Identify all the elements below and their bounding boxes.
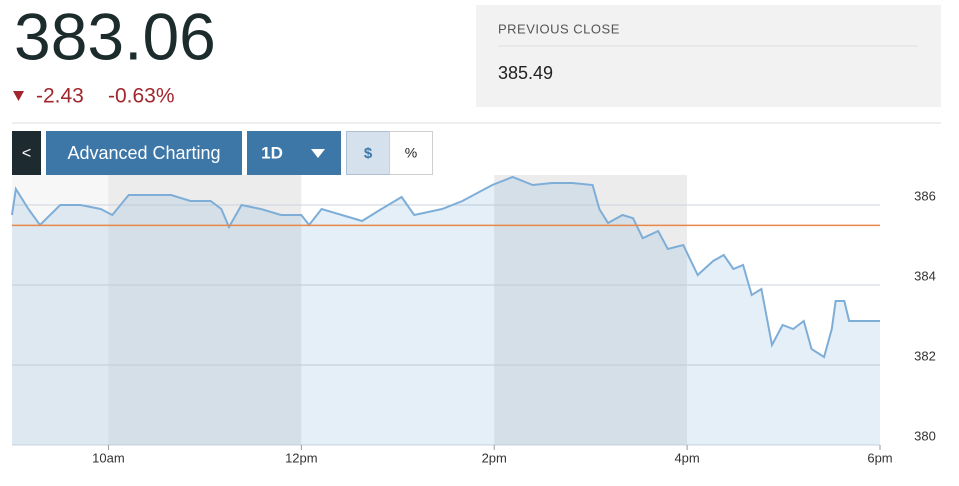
- down-arrow: [13, 91, 24, 101]
- range-button[interactable]: [247, 131, 341, 175]
- x-tick-label: 2pm: [482, 450, 507, 465]
- percent-label: %: [405, 145, 417, 161]
- advanced-button[interactable]: [46, 131, 242, 175]
- time-band: [108, 175, 302, 445]
- dropdown-arrow: [311, 149, 325, 158]
- previous-close-label: PREVIOUS CLOSE: [498, 21, 620, 36]
- y-tick-label: 382: [914, 348, 936, 363]
- price: 383.06: [14, 0, 216, 73]
- previous-close-value: 385.49: [498, 63, 553, 83]
- advanced-label: Advanced Charting: [67, 143, 220, 163]
- range-label: 1D: [261, 143, 283, 162]
- x-tick-label: 6pm: [867, 450, 892, 465]
- y-tick-label: 380: [914, 428, 936, 443]
- time-band: [687, 175, 880, 445]
- y-tick-label: 384: [914, 268, 936, 283]
- time-band: [494, 175, 688, 445]
- x-tick-label: 10am: [92, 450, 125, 465]
- previous-close-box: [476, 5, 941, 107]
- dollar-button[interactable]: [346, 131, 390, 175]
- percent-button[interactable]: [389, 131, 433, 175]
- price-line: [11, 175, 880, 359]
- x-tick-label: 12pm: [285, 450, 318, 465]
- back-button[interactable]: [12, 131, 41, 175]
- y-tick-label: 386: [914, 188, 936, 203]
- time-band: [301, 175, 495, 445]
- back-label: <: [22, 145, 31, 162]
- dollar-label: $: [364, 145, 373, 162]
- change: -2.43: [36, 85, 84, 108]
- change-percent: -0.63%: [108, 85, 175, 108]
- area: [12, 177, 880, 445]
- x-tick-label: 4pm: [674, 450, 699, 465]
